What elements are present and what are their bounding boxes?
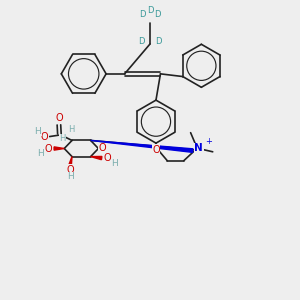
Text: O: O	[41, 132, 48, 142]
Text: +: +	[205, 137, 212, 146]
Text: H: H	[68, 125, 75, 134]
Text: O: O	[44, 143, 52, 154]
Polygon shape	[68, 157, 72, 168]
Text: D: D	[138, 37, 145, 46]
Polygon shape	[91, 140, 193, 152]
Text: D: D	[155, 37, 162, 46]
Text: D: D	[139, 10, 146, 19]
Text: N: N	[194, 143, 203, 153]
Text: H: H	[37, 149, 44, 158]
Text: D: D	[154, 10, 161, 19]
Text: O: O	[99, 143, 106, 153]
Text: H: H	[67, 172, 74, 181]
Text: H: H	[34, 127, 41, 136]
Polygon shape	[54, 147, 64, 150]
Text: D: D	[147, 6, 153, 15]
Text: O: O	[56, 113, 63, 123]
Text: H: H	[111, 159, 118, 168]
Text: O: O	[66, 165, 74, 175]
Text: O: O	[103, 153, 111, 163]
Text: O: O	[152, 145, 160, 155]
Polygon shape	[91, 156, 102, 160]
Text: H: H	[60, 134, 66, 143]
